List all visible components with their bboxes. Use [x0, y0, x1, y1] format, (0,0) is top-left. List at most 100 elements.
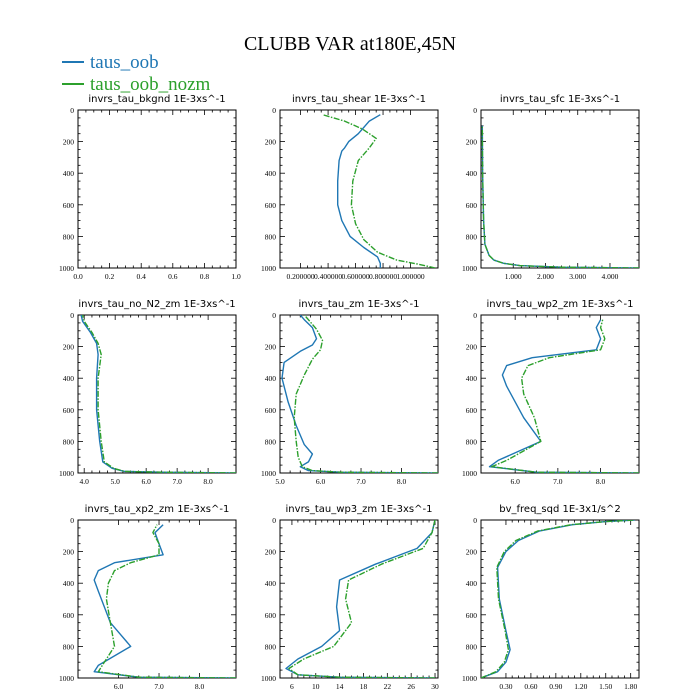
x-tick-label: 14 — [336, 682, 344, 691]
x-tick-label: 8.0 — [397, 477, 407, 486]
y-tick-label: 200 — [466, 343, 478, 352]
y-tick-label: 200 — [466, 138, 478, 147]
x-tick-label: 5.0 — [110, 477, 120, 486]
x-tick-label: 3.000 — [569, 272, 586, 281]
y-tick-label: 400 — [466, 579, 478, 588]
y-tick-label: 200 — [265, 548, 277, 557]
plot-frame — [77, 109, 237, 269]
y-tick-label: 400 — [265, 579, 277, 588]
y-tick-label: 800 — [466, 437, 478, 446]
y-tick-label: 600 — [63, 201, 75, 210]
y-tick-label: 0 — [473, 516, 477, 525]
panel-title: invrs_tau_sfc 1E-3xs^-1 — [500, 94, 620, 105]
y-tick-label: 1000 — [59, 264, 74, 273]
y-tick-label: 800 — [265, 642, 277, 651]
y-tick-label: 400 — [63, 579, 75, 588]
y-tick-label: 400 — [265, 374, 277, 383]
panel-title: invrs_tau_shear 1E-3xs^-1 — [292, 94, 426, 105]
panel-title: invrs_tau_no_N2_zm 1E-3xs^-1 — [78, 299, 235, 310]
series-line-taus-oob — [80, 315, 236, 473]
legend: taus_oob taus_oob_nozm — [62, 52, 211, 95]
series-line-taus-oob — [337, 114, 381, 268]
panel-title: invrs_tau_wp3_zm 1E-3xs^-1 — [286, 504, 433, 515]
y-tick-label: 0 — [70, 311, 74, 320]
y-tick-label: 800 — [63, 232, 75, 241]
figure-title: CLUBB VAR at180E,45N — [244, 33, 456, 55]
series-line-taus-oob — [488, 319, 639, 473]
x-tick-label: 22 — [384, 682, 392, 691]
y-tick-label: 600 — [265, 611, 277, 620]
x-tick-label: 2.000 — [537, 272, 554, 281]
y-tick-label: 200 — [63, 138, 75, 147]
x-tick-label: 10 — [312, 682, 320, 691]
y-tick-label: 800 — [466, 232, 478, 241]
series-line-taus-oob-nozm — [491, 319, 639, 473]
x-tick-label: 0.600000 — [342, 272, 370, 281]
series-line-taus-oob — [93, 524, 236, 678]
series-line-taus-oob — [481, 520, 635, 678]
x-tick-label: 0.200000 — [287, 272, 315, 281]
panel-5: invrs_tau_zm 1E-3xs^-1 0 200 400 600 800 10005… — [261, 299, 439, 486]
x-tick-label: 7.0 — [553, 477, 563, 486]
x-tick-label: 0.60 — [524, 682, 537, 691]
x-tick-label: 1.000 — [505, 272, 522, 281]
y-tick-label: 600 — [466, 611, 478, 620]
y-tick-label: 600 — [63, 611, 75, 620]
x-tick-label: 0.90 — [549, 682, 562, 691]
series-line-taus-oob-nozm — [322, 114, 436, 268]
panel-7: invrs_tau_xp2_zm 1E-3xs^-1 0 200 400 600 800 1… — [59, 504, 237, 691]
y-tick-label: 600 — [466, 406, 478, 415]
x-tick-label: 0.30 — [499, 682, 512, 691]
y-tick-label: 0 — [70, 516, 74, 525]
y-tick-label: 200 — [265, 138, 277, 147]
y-tick-label: 400 — [265, 169, 277, 178]
y-tick-label: 600 — [265, 201, 277, 210]
y-tick-label: 400 — [466, 374, 478, 383]
x-tick-label: 6 — [290, 682, 294, 691]
y-tick-label: 1000 — [59, 469, 74, 478]
x-tick-label: 6.0 — [316, 477, 326, 486]
plot-frame — [77, 314, 237, 474]
panel-title: invrs_tau_bkgnd 1E-3xs^-1 — [88, 94, 225, 105]
x-tick-label: 4.000 — [602, 272, 619, 281]
x-tick-label: 30 — [431, 682, 439, 691]
y-tick-label: 800 — [466, 642, 478, 651]
x-tick-label: 1.20 — [574, 682, 587, 691]
y-tick-label: 800 — [63, 437, 75, 446]
y-tick-label: 1000 — [462, 264, 477, 273]
x-tick-label: 1.000000 — [396, 272, 424, 281]
plot-frame — [480, 314, 640, 474]
x-tick-label: 4.0 — [80, 477, 90, 486]
x-tick-label: 1.0 — [231, 272, 241, 281]
x-tick-label: 0.8 — [200, 272, 210, 281]
legend-label-taus-oob: taus_oob — [90, 52, 159, 73]
y-tick-label: 0 — [473, 311, 477, 320]
series-line-taus-oob — [285, 520, 436, 678]
panel-3: invrs_tau_sfc 1E-3xs^-1 0 200 400 600 800 1000… — [462, 94, 640, 281]
panel-title: invrs_tau_zm 1E-3xs^-1 — [298, 299, 419, 310]
series-line-taus-oob-nozm — [288, 520, 436, 678]
y-tick-label: 600 — [466, 201, 478, 210]
y-tick-label: 1000 — [261, 674, 276, 683]
y-tick-label: 800 — [265, 232, 277, 241]
panel-4: invrs_tau_no_N2_zm 1E-3xs^-1 0 200 400 600 80… — [59, 299, 237, 486]
y-tick-label: 200 — [63, 548, 75, 557]
x-tick-label: 8.0 — [596, 477, 606, 486]
y-tick-label: 400 — [63, 169, 75, 178]
y-tick-label: 600 — [63, 406, 75, 415]
y-tick-label: 200 — [466, 548, 478, 557]
panel-title: invrs_tau_xp2_zm 1E-3xs^-1 — [85, 504, 230, 515]
y-tick-label: 400 — [466, 169, 478, 178]
x-tick-label: 18 — [360, 682, 368, 691]
x-tick-label: 26 — [407, 682, 415, 691]
y-tick-label: 1000 — [59, 674, 74, 683]
y-tick-label: 600 — [265, 406, 277, 415]
y-tick-label: 0 — [272, 106, 276, 115]
y-tick-label: 1000 — [462, 674, 477, 683]
x-tick-label: 5.0 — [275, 477, 285, 486]
x-tick-label: 1.50 — [599, 682, 612, 691]
y-tick-label: 0 — [272, 311, 276, 320]
y-tick-label: 200 — [63, 343, 75, 352]
x-tick-label: 1.80 — [624, 682, 637, 691]
panel-6: invrs_tau_wp2_zm 1E-3xs^-1 0 200 400 600 800 1… — [462, 299, 640, 486]
